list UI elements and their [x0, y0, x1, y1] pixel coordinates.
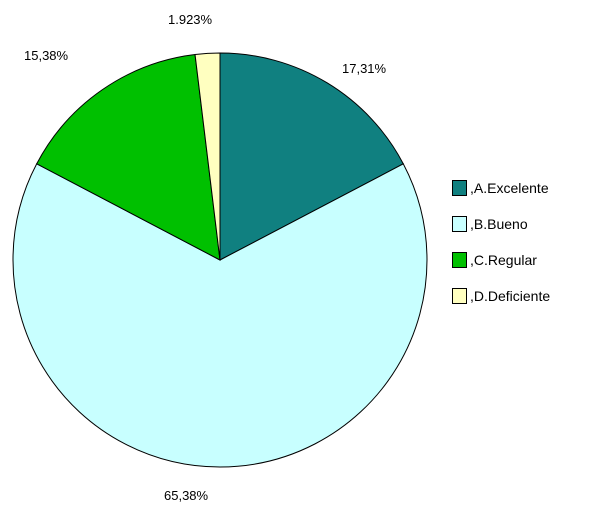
- slice-label-bueno: 65,38%: [164, 488, 209, 503]
- legend-label: ,C.Regular: [470, 252, 537, 268]
- slice-label-excelente: 17,31%: [342, 61, 387, 76]
- legend-swatch: [452, 180, 467, 196]
- slice-excelente: [219, 52, 404, 261]
- slice-label-regular: 15,38%: [24, 48, 69, 63]
- legend-swatch: [452, 216, 467, 232]
- slice-regular: [36, 53, 221, 261]
- legend: ,A.Excelente ,B.Bueno ,C.Regular ,D.Defi…: [452, 176, 550, 320]
- legend-item-bueno: ,B.Bueno: [452, 212, 550, 236]
- legend-item-excelente: ,A.Excelente: [452, 176, 550, 200]
- legend-label: ,B.Bueno: [470, 216, 528, 232]
- pie-slices: [12, 52, 428, 468]
- legend-swatch: [452, 252, 467, 268]
- slice-label-deficiente: 1.923%: [168, 12, 213, 27]
- legend-swatch: [452, 288, 467, 304]
- slice-deficiente: [194, 52, 221, 261]
- legend-label: ,D.Deficiente: [470, 288, 551, 304]
- legend-item-deficiente: ,D.Deficiente: [452, 284, 550, 308]
- slice-bueno: [12, 163, 428, 468]
- legend-label: ,A.Excelente: [470, 180, 549, 196]
- legend-item-regular: ,C.Regular: [452, 248, 550, 272]
